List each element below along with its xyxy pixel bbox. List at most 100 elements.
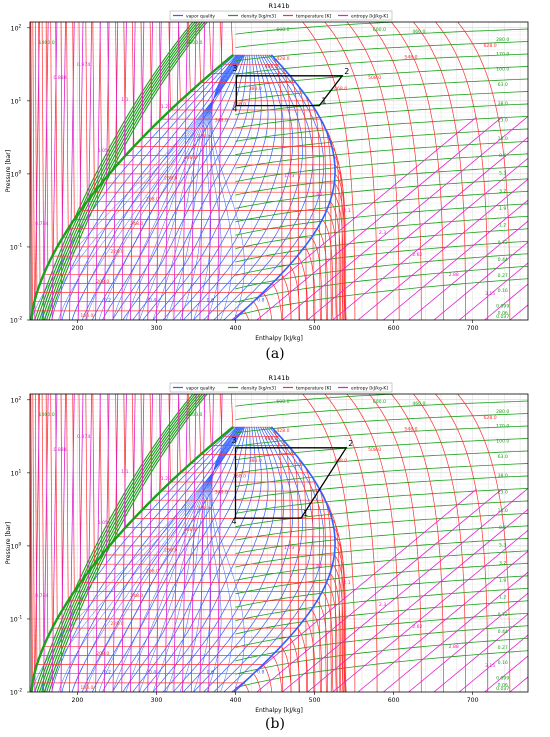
legend-entry: temperature [K] (296, 13, 332, 19)
density-label: 0.27 (498, 645, 508, 651)
density-label: 5.3 (499, 543, 506, 549)
density-label: 1.2 (499, 595, 506, 601)
density-label: 600.0 (373, 399, 386, 405)
density-label: 0.099 (496, 676, 509, 682)
quality-line (71, 426, 241, 692)
plot-frame (29, 21, 529, 321)
legend-entry: entropy [kJ/kg-K] (351, 13, 388, 19)
temperature-label: 268.0 (146, 569, 159, 575)
temperature-line (324, 22, 378, 320)
entropy-line (216, 22, 223, 320)
entropy-line (34, 22, 40, 320)
cycle-point-label-4: 4 (232, 105, 237, 114)
density-line (235, 500, 528, 528)
entropy-line (129, 22, 136, 320)
x-tick-label: 400 (230, 697, 242, 704)
entropy-line (281, 116, 528, 320)
x-tick-label: 300 (151, 697, 163, 704)
density-line (235, 400, 528, 420)
y-tick-label: 10-2 (10, 316, 22, 325)
density-label: 38.0 (498, 473, 508, 479)
entropy-label: 0.888 (53, 447, 66, 453)
density-label: 600.0 (373, 27, 386, 33)
temperature-label: 248.0 (130, 221, 143, 227)
cycle-point-label-2: 2 (348, 439, 353, 448)
entropy-line (256, 488, 503, 692)
entropy-line (190, 22, 197, 320)
density-label: 1000.0 (186, 412, 202, 418)
density-label: 460.0 (412, 29, 425, 35)
quality-line (183, 426, 285, 692)
x-axis-label: Enthalpy [kJ/kg] (255, 707, 303, 714)
y-tick-label: 100 (11, 169, 22, 178)
entropy-label: 1.89 (312, 192, 322, 198)
temperature-label: 248.0 (130, 593, 143, 599)
density-label: 100.0 (496, 439, 509, 445)
entropy-label: 1.73 (284, 173, 294, 179)
temperature-label: 428.0 (276, 56, 289, 62)
saturated-vapor-curve (233, 426, 336, 692)
temperature-label: 548.0 (404, 426, 417, 432)
entropy-line (458, 262, 528, 320)
density-line (235, 228, 528, 263)
entropy-line (199, 394, 206, 692)
entropy-line (433, 613, 528, 692)
temperature-label: 368.0 (233, 474, 246, 480)
density-line (235, 265, 528, 303)
temperature-label: 388.0 (249, 86, 262, 92)
entropy-line (138, 394, 145, 692)
entropy-label: 1.05 (98, 520, 108, 526)
entropy-line (51, 22, 58, 320)
y-axis-label: Pressure [bar] (5, 522, 12, 564)
entropy-label: 0.784 (35, 593, 48, 599)
x-tick-label: 500 (309, 697, 321, 704)
density-label: 3.2 (499, 560, 506, 566)
entropy-label: 1.23 (161, 476, 171, 482)
entropy-line (173, 22, 180, 320)
density-line (235, 153, 528, 182)
y-tick-exponent: 1 (19, 468, 22, 474)
density-label: 1000.0 (186, 40, 202, 46)
temperature-line (368, 22, 422, 320)
temperature-label: 368.0 (233, 102, 246, 108)
quality-line (162, 54, 269, 320)
density-line (235, 165, 528, 196)
legend-entry: density [kg/m3] (241, 385, 276, 391)
cycle-point-label-3: 3 (232, 64, 237, 73)
entropy-line (383, 199, 528, 320)
density-line (235, 203, 528, 236)
density-label: 23.0 (498, 118, 508, 124)
x-tick-label: 600 (388, 325, 400, 332)
panel-label-a: (a) (265, 346, 285, 362)
quality-line (122, 426, 249, 692)
temperature-label: 428.0 (276, 428, 289, 434)
entropy-label: 2.1 (343, 580, 350, 586)
density-line (235, 475, 528, 501)
quality-label: 0.8 (257, 669, 264, 675)
quality-line (91, 54, 244, 320)
temperature-line (346, 22, 400, 320)
entropy-line (484, 283, 528, 320)
entropy-line (535, 489, 550, 692)
density-line (235, 413, 528, 434)
temperature-label: 328.0 (197, 506, 210, 512)
density-label: 14.0 (498, 508, 508, 514)
density-label: 0.16 (498, 288, 508, 294)
entropy-line (433, 241, 528, 320)
density-line (235, 141, 528, 169)
temperature-label: 288.0 (164, 175, 177, 181)
x-axis-label: Enthalpy [kJ/kg] (255, 335, 303, 342)
legend-box (169, 10, 393, 21)
entropy-line (86, 22, 93, 320)
density-label: 0.099 (496, 304, 509, 310)
cycle-point-label-2: 2 (344, 67, 349, 76)
y-tick-exponent: 1 (19, 96, 22, 102)
entropy-label: 1.23 (161, 104, 171, 110)
temperature-label: 388.0 (249, 458, 262, 464)
temperature-label: 468.0 (334, 86, 347, 92)
quality-label: 0.6 (207, 669, 214, 675)
density-line (235, 513, 528, 541)
entropy-line (34, 394, 40, 692)
density-label: 23.0 (498, 490, 508, 496)
temperature-line (390, 22, 444, 320)
